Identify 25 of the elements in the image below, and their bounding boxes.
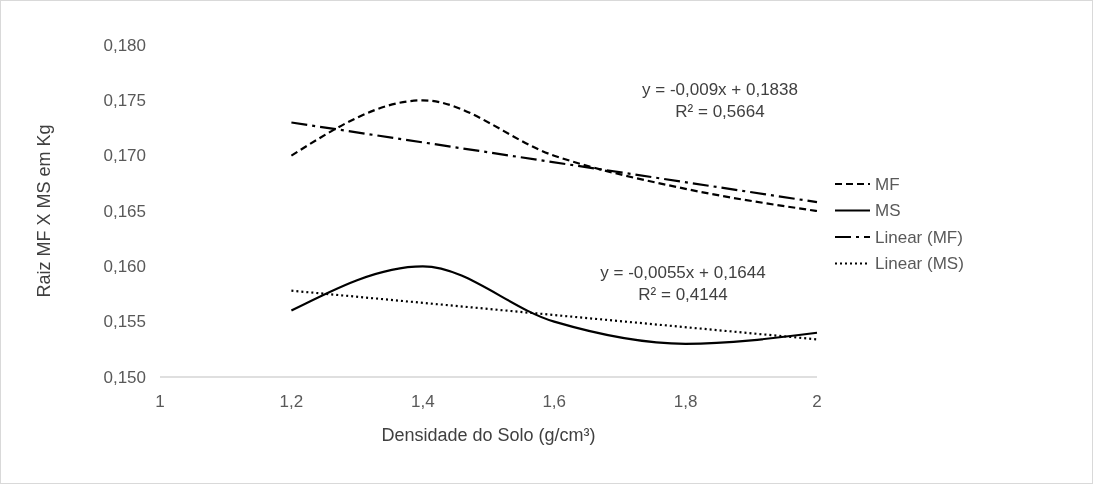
- x-tick-label: 1,2: [279, 391, 304, 411]
- x-tick-label: 1: [155, 391, 165, 411]
- y-tick-label: 0,155: [103, 312, 146, 332]
- legend-label: MS: [875, 201, 901, 220]
- annotation: R² = 0,5664: [675, 101, 765, 121]
- line-series: [290, 99, 819, 213]
- x-tick-label: 1,6: [542, 391, 567, 411]
- annotation: y = -0,0055x + 0,1644: [600, 262, 766, 282]
- legend-label: MF: [875, 174, 900, 194]
- legend-label: Linear (MF): [875, 227, 963, 247]
- y-tick-label: 0,170: [103, 146, 146, 166]
- y-tick-label: 0,165: [103, 201, 146, 221]
- x-tick-label: 1,4: [410, 391, 435, 411]
- y-tick-label: 0,175: [103, 90, 146, 110]
- x-axis-title: Densidade do Solo (g/cm³): [381, 425, 596, 445]
- x-tick-label: 1,8: [673, 391, 698, 411]
- y-axis-title: Raiz MF X MS em Kg: [34, 124, 54, 298]
- y-tick-label: 0,180: [103, 35, 146, 55]
- annotation: R² = 0,4144: [638, 284, 728, 304]
- x-tick-label: 2: [812, 391, 822, 411]
- line-series: [290, 265, 819, 345]
- legend-label: Linear (MS): [875, 254, 964, 273]
- y-tick-label: 0,160: [103, 256, 146, 276]
- annotation: y = -0,009x + 0,1838: [642, 79, 798, 99]
- y-tick-label: 0,150: [103, 367, 146, 387]
